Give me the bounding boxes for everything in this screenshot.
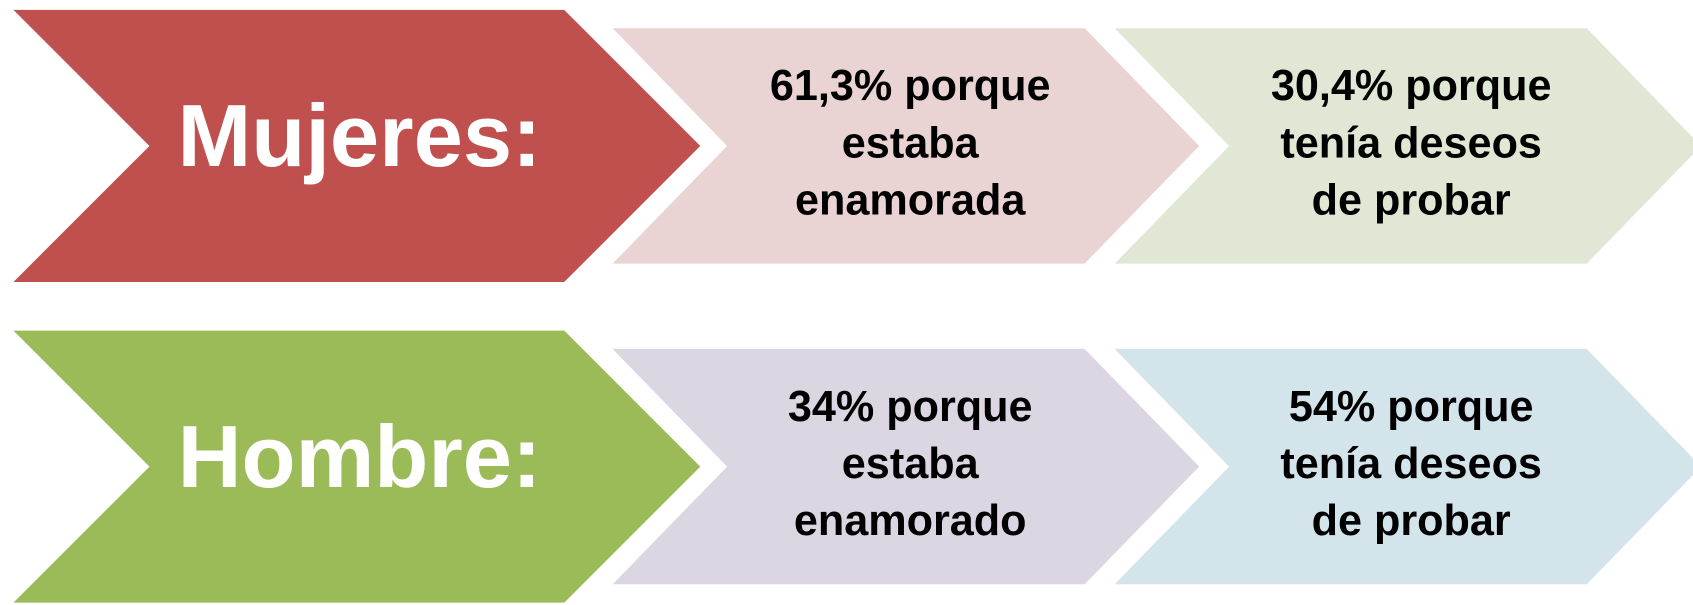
- item-chevron: [607, 26, 1203, 266]
- item-text: tenía deseos: [1280, 119, 1542, 167]
- main-chevron: [8, 328, 704, 605]
- item-text: de probar: [1312, 497, 1511, 545]
- item-chevron: [1109, 26, 1693, 266]
- item-text: enamorado: [794, 497, 1027, 545]
- item-text: 61,3% porque: [770, 62, 1051, 110]
- row-label: Hombre:: [178, 407, 542, 506]
- item-text: 34% porque: [788, 383, 1033, 431]
- item-text: enamorada: [795, 177, 1026, 225]
- item-text: 54% porque: [1289, 383, 1534, 431]
- item-text: estaba: [842, 440, 980, 488]
- item-chevron: [607, 346, 1203, 587]
- item-text: tenía deseos: [1280, 440, 1542, 488]
- item-text: estaba: [842, 119, 980, 167]
- item-chevron: [1109, 346, 1693, 587]
- item-text: de probar: [1312, 177, 1511, 225]
- main-chevron: [8, 7, 704, 285]
- item-text: 30,4% porque: [1271, 62, 1552, 110]
- row-label: Mujeres:: [178, 86, 542, 185]
